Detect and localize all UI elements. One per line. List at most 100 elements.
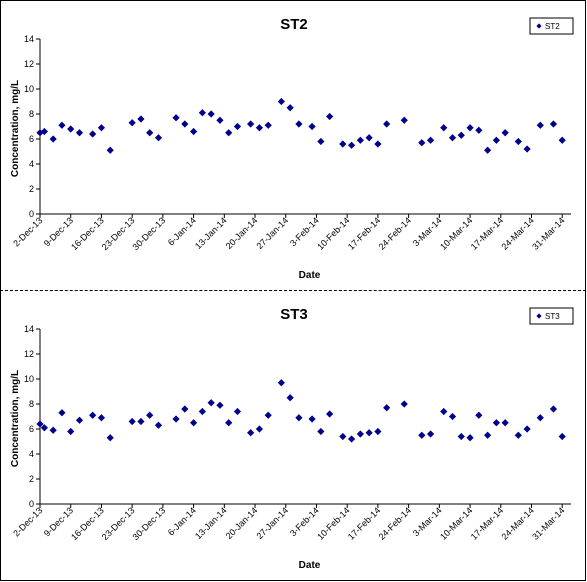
data-point xyxy=(75,129,84,137)
data-point xyxy=(484,146,492,154)
data-point xyxy=(426,430,435,438)
data-point xyxy=(558,432,566,441)
data-point xyxy=(286,394,294,402)
x-tick-label: 20-Jan-14 xyxy=(224,215,260,251)
data-point xyxy=(400,400,408,408)
legend-box xyxy=(529,307,574,325)
data-point xyxy=(247,120,255,128)
data-point xyxy=(339,140,347,148)
data-point xyxy=(146,129,154,137)
y-tick-label: 6 xyxy=(29,134,34,144)
data-point xyxy=(49,426,57,434)
data-point xyxy=(295,120,303,128)
y-tick-label: 10 xyxy=(24,84,34,94)
data-point xyxy=(514,137,522,146)
data-point xyxy=(225,129,233,137)
data-point xyxy=(326,112,334,121)
x-tick-label: 31-Mar-14 xyxy=(530,215,566,251)
x-tick-label: 24-Feb-14 xyxy=(377,505,413,541)
data-point xyxy=(339,432,347,441)
y-tick-label: 0 xyxy=(29,499,34,509)
data-point xyxy=(448,134,457,142)
y-axis-label: Concentration, mg/L xyxy=(10,80,21,177)
y-tick-label: 8 xyxy=(29,399,34,409)
data-point xyxy=(317,137,325,146)
data-point xyxy=(198,109,206,117)
data-point xyxy=(137,417,145,426)
data-point xyxy=(365,134,373,142)
x-tick-label: 27-Jan-14 xyxy=(254,215,290,251)
data-point xyxy=(154,421,163,429)
data-point xyxy=(233,122,242,131)
data-point xyxy=(383,120,391,128)
x-tick-label: 31-Mar-14 xyxy=(530,505,566,541)
data-point xyxy=(154,134,163,142)
data-point xyxy=(233,407,242,416)
data-point xyxy=(536,414,544,422)
y-tick-label: 14 xyxy=(24,34,34,44)
data-point xyxy=(207,399,215,407)
x-tick-label: 30-Dec-13 xyxy=(130,215,167,252)
data-point xyxy=(295,414,303,422)
data-point xyxy=(128,417,136,426)
data-point xyxy=(97,414,106,422)
data-point xyxy=(448,412,457,421)
data-point xyxy=(181,405,189,413)
y-tick-label: 2 xyxy=(29,184,34,194)
data-point xyxy=(216,116,224,124)
data-point xyxy=(383,404,391,412)
chart-panel-st2: ST2 Concentration, mg/L Date 0 2 4 6 8 10 12 14 2-D… xyxy=(0,0,586,291)
data-point xyxy=(189,419,198,427)
data-point xyxy=(466,434,474,442)
y-tick-label: 0 xyxy=(29,209,34,219)
data-point xyxy=(418,139,426,147)
data-point xyxy=(181,120,189,128)
data-point xyxy=(277,97,285,106)
data-point xyxy=(128,119,136,127)
data-point xyxy=(36,420,44,428)
data-point xyxy=(97,124,106,132)
data-point xyxy=(67,125,75,133)
y-tick-label: 2 xyxy=(29,474,34,484)
data-point xyxy=(207,110,215,118)
data-point xyxy=(501,419,509,427)
data-point xyxy=(558,136,566,144)
data-point xyxy=(264,411,272,419)
x-tick-label: 2-Dec-13 xyxy=(11,505,44,538)
data-point xyxy=(89,411,97,419)
data-point xyxy=(247,429,255,437)
data-point xyxy=(189,127,198,136)
data-point xyxy=(374,140,382,148)
data-point xyxy=(501,129,509,137)
data-point xyxy=(255,425,264,433)
data-point xyxy=(172,114,180,122)
x-tick-label: 30-Dec-13 xyxy=(130,505,167,542)
data-point xyxy=(492,136,500,144)
data-point xyxy=(225,419,233,427)
y-tick-label: 4 xyxy=(29,159,34,169)
data-point xyxy=(40,424,48,432)
data-point xyxy=(440,407,448,416)
data-point xyxy=(89,130,97,138)
data-point xyxy=(277,379,285,387)
data-point xyxy=(198,407,206,416)
data-point xyxy=(549,405,558,413)
data-point xyxy=(67,427,75,436)
data-point xyxy=(146,411,154,419)
chart-panel-st3: ST3 Concentration, mg/L Date 0 2 4 6 8 10 12 14 2-D… xyxy=(0,290,586,581)
data-point xyxy=(75,416,84,424)
y-tick-label: 6 xyxy=(29,424,34,434)
data-point xyxy=(549,120,558,128)
data-point xyxy=(492,419,500,427)
data-point xyxy=(308,122,316,131)
data-point xyxy=(216,401,224,409)
y-tick-label: 14 xyxy=(24,324,34,334)
data-point xyxy=(440,124,448,132)
y-tick-label: 8 xyxy=(29,109,34,119)
y-axis-label: Concentration, mg/L xyxy=(10,370,21,467)
data-point xyxy=(356,136,364,144)
data-point xyxy=(484,431,492,439)
data-point xyxy=(475,126,483,134)
x-tick-label: 13-Jan-14 xyxy=(193,215,229,251)
chart-title: ST3 xyxy=(280,306,308,323)
